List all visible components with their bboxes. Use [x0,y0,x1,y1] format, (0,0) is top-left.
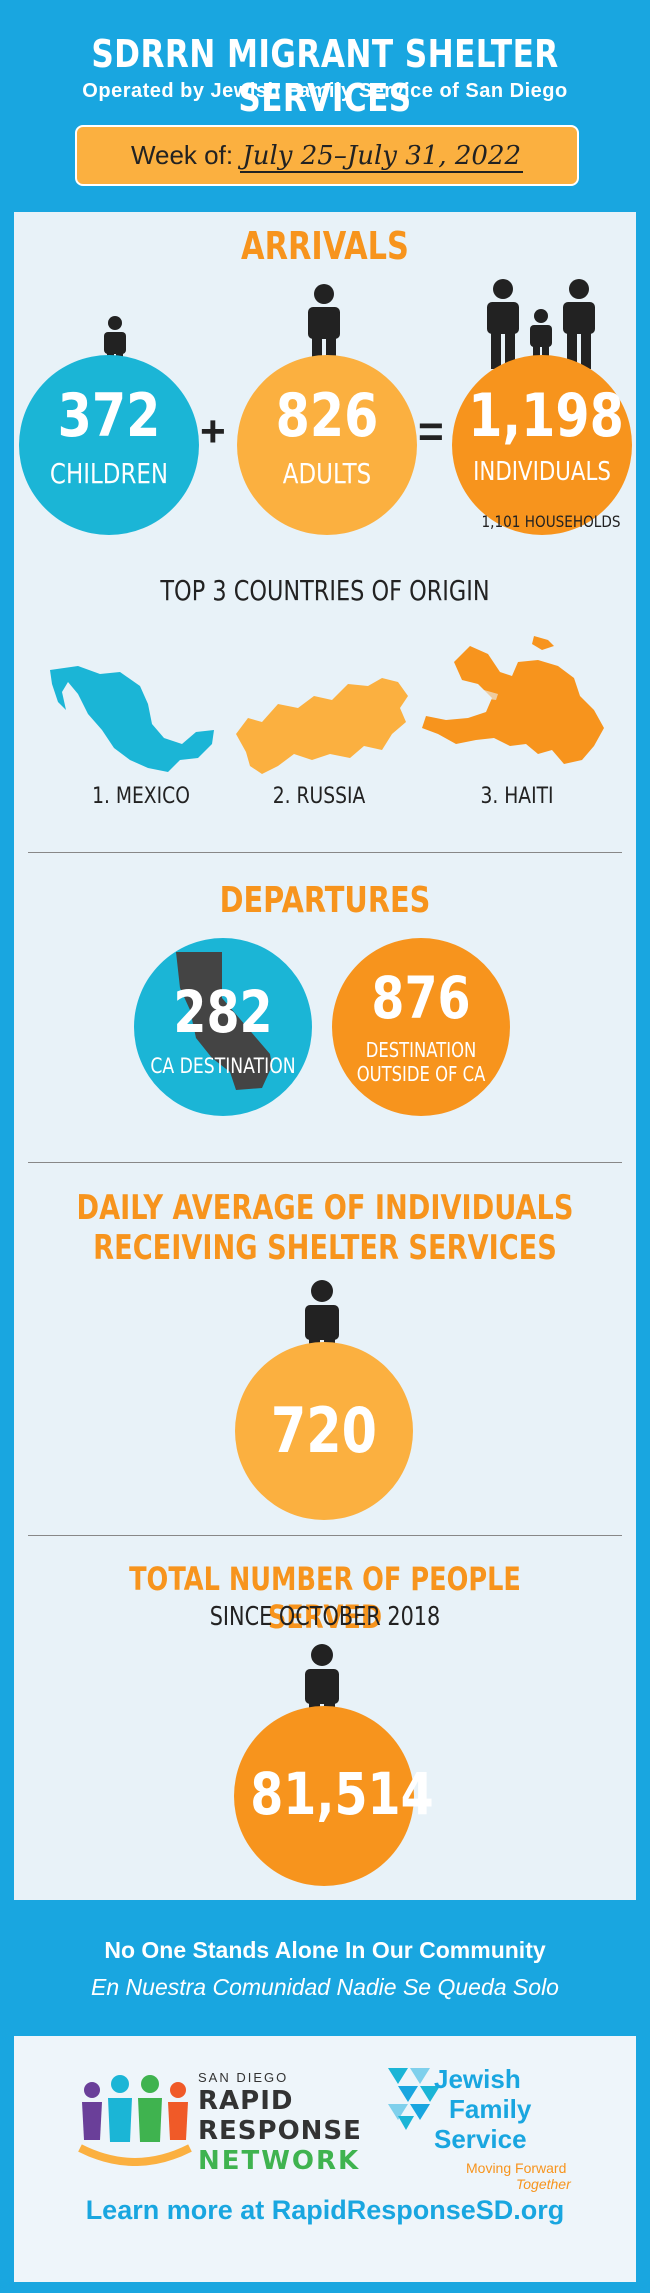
week-label: Week of: [130,140,234,170]
country-3: 3. HAITI [480,784,554,809]
page-title: SDRRN MIGRANT SHELTER SERVICES [91,32,559,120]
rrn-line-1: RAPID [198,2086,294,2116]
adults-circle: 826 ADULTS [237,355,417,535]
mexico-map-icon [50,666,214,772]
daily-average-circle: 720 [235,1342,413,1520]
outside-ca-label-1: DESTINATION [365,1038,477,1062]
daily-title-1: DAILY AVERAGE OF INDIVIDUALS [76,1188,574,1228]
rrn-logo-icon [78,2075,192,2166]
divider [28,1535,622,1536]
jfs-line-3: Service [434,2124,527,2154]
tagline-english: No One Stands Alone In Our Community [104,1937,546,1963]
total-since: SINCE OCTOBER 2018 [209,1602,441,1632]
jfs-tagline-2: Together [516,2176,571,2192]
ca-destination-circle: 282 CA DESTINATION [134,938,312,1116]
rrn-small: SAN DIEGO [198,2070,289,2085]
divider [28,1162,622,1163]
family-icon [487,279,595,369]
total-title: TOTAL NUMBER OF PEOPLE SERVED [129,1560,521,1636]
individuals-value: 1,198 [468,381,624,451]
outside-ca-value: 876 [371,964,471,1032]
departures-title: DEPARTURES [219,880,431,921]
daily-average-value: 720 [270,1394,378,1467]
equals-sign: = [418,407,444,456]
ca-destination-value: 282 [173,978,273,1046]
footer-panel: SAN DIEGO RAPID RESPONSE NETWORK Jewish … [14,2036,636,2282]
countries-title: TOP 3 COUNTRIES OF ORIGIN [160,574,490,607]
plus-sign: + [200,407,226,456]
jfs-line-1: Jewish [434,2064,521,2094]
children-circle: 372 CHILDREN [19,355,199,535]
jfs-tagline-1: Moving Forward [466,2160,567,2176]
learn-more-link[interactable]: Learn more at RapidResponseSD.org [85,2195,565,2225]
ca-destination-label: CA DESTINATION [150,1054,296,1078]
adults-label: ADULTS [282,457,372,490]
page-subtitle: Operated by Jewish Family Service of San… [82,80,568,102]
arrivals-title: ARRIVALS [241,224,409,268]
total-served-circle: 81,514 [234,1706,434,1886]
divider [28,852,622,853]
country-1: 1. MEXICO [92,784,190,809]
jfs-line-2: Family [449,2094,532,2124]
daily-title-2: RECEIVING SHELTER SERVICES [93,1228,557,1268]
jfs-logo-icon [388,2068,440,2130]
haiti-map-icon [422,636,604,764]
outside-ca-label-2: OUTSIDE OF CA [356,1062,486,1086]
rrn-line-3: NETWORK [198,2146,361,2176]
russia-map-icon [236,678,408,774]
adults-value: 826 [275,381,379,451]
content-panel: ARRIVALS 372 CHILDREN + 826 ADULTS = [14,212,636,1900]
individuals-circle: 1,198 INDIVIDUALS [452,355,632,535]
children-value: 372 [57,381,161,451]
children-label: CHILDREN [49,457,169,490]
california-map-icon [176,952,272,1090]
week-box: Week of: July 25–July 31, 2022 [75,125,579,186]
country-2: 2. RUSSIA [272,784,366,809]
individuals-label: INDIVIDUALS [473,457,611,487]
rrn-line-2: RESPONSE [198,2116,362,2146]
week-value: July 25–July 31, 2022 [240,141,524,173]
households-count: 1,101 HOUSEHOLDS [481,512,621,531]
person-icon [308,284,340,370]
total-served-value: 81,514 [250,1760,434,1828]
outside-ca-circle: 876 DESTINATION OUTSIDE OF CA [332,938,510,1116]
tagline-spanish: En Nuestra Comunidad Nadie Se Queda Solo [91,1974,559,2000]
